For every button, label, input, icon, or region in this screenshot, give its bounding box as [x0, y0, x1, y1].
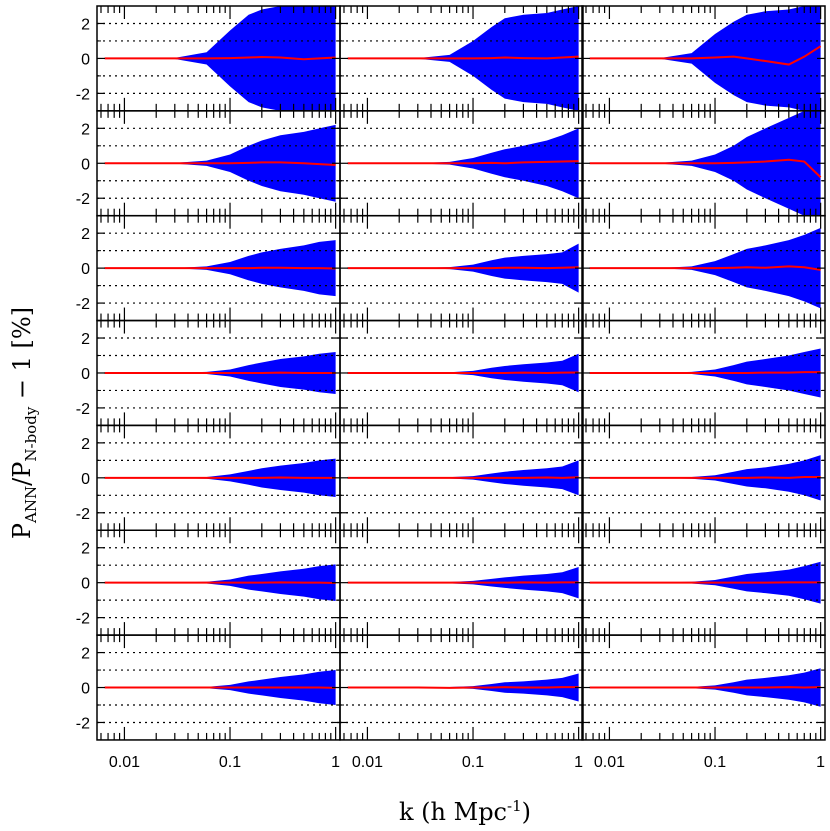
panel-r0-c0 [96, 5, 341, 112]
panel-plot-area [97, 337, 340, 409]
x-tick-label: 1 [331, 754, 340, 771]
panel-r3-c2 [581, 319, 826, 427]
panel-r4-c0 [96, 424, 341, 531]
panel-plot-area [97, 547, 340, 619]
panel-grid [96, 5, 826, 741]
y-tick-label: 0 [81, 156, 90, 173]
panel-r6-c0 [96, 634, 341, 741]
ratio-line [589, 475, 821, 479]
y-tick-label: -2 [76, 506, 90, 523]
ratio-line [347, 476, 579, 479]
x-tick-label: 0.01 [594, 754, 625, 771]
panel-plot-area [582, 110, 825, 216]
panel-plot-area [340, 127, 583, 199]
panel-r6-c1 [339, 634, 584, 741]
ratio-line [104, 266, 336, 270]
x-axis-title: k (h Mpc-1) [399, 797, 531, 826]
x-tick-label: 0.01 [109, 754, 140, 771]
panel-r1-c2 [581, 110, 826, 217]
y-tick-label: -2 [76, 191, 90, 208]
panel-r2-c0 [96, 214, 341, 322]
panel-plot-area [340, 232, 583, 304]
y-tick-label: 2 [81, 331, 90, 348]
panel-frame [581, 634, 826, 741]
ratio-line [589, 158, 822, 178]
panel-plot-area [582, 6, 825, 111]
panel-plot-area [97, 6, 340, 111]
y-tick-label: 2 [81, 541, 90, 558]
ratio-line [104, 161, 336, 167]
panel-plot-area [582, 442, 825, 514]
panel-r3-c1 [339, 319, 584, 427]
x-tick-label: 1 [816, 754, 825, 771]
ratio-line [104, 56, 336, 61]
y-tick-label: 2 [81, 646, 90, 663]
ratio-line [589, 371, 821, 374]
panel-plot-area [97, 442, 340, 514]
ratio-line [347, 160, 579, 165]
x-tick-label: 0.1 [704, 754, 726, 771]
panel-r5-c0 [96, 529, 341, 636]
panel-r5-c2 [581, 529, 826, 636]
ratio-line [347, 55, 579, 60]
panel-r2-c1 [339, 214, 584, 322]
ratio-line [347, 686, 579, 689]
panel-plot-area [340, 651, 583, 724]
panel-plot-area [97, 651, 340, 724]
y-tick-label: -2 [76, 715, 90, 732]
panel-r4-c2 [581, 424, 826, 531]
panel-r1-c1 [339, 110, 584, 217]
y-tick-label: 2 [81, 16, 90, 33]
ratio-line [347, 371, 579, 374]
x-tick-label: 0.1 [462, 754, 484, 771]
panel-plot-area [340, 6, 583, 111]
y-tick-label: -2 [76, 401, 90, 418]
panel-r6-c2 [581, 634, 826, 741]
tick-labels: 2 0 -2 2 0 -2 2 0 -2 2 0 -2 2 0 -2 2 0 -2 2 0 -2 0.01 0.1 1 0.01… [76, 16, 825, 770]
panel-plot-area [340, 442, 583, 514]
y-tick-label: 0 [81, 261, 90, 278]
x-tick-label: 0.01 [352, 754, 383, 771]
panel-plot-area [582, 651, 825, 724]
y-tick-label: 0 [81, 366, 90, 383]
y-tick-label: 0 [81, 51, 90, 68]
y-tick-label: -2 [76, 86, 90, 103]
y-tick-label: 2 [81, 121, 90, 138]
y-tick-label: 0 [81, 681, 90, 698]
panel-plot-area [582, 227, 825, 309]
panel-plot-area [97, 232, 340, 304]
panel-r4-c1 [339, 424, 584, 531]
ratio-line [347, 266, 579, 270]
x-tick-label: 1 [574, 754, 583, 771]
ratio-line [104, 581, 336, 585]
panel-r0-c1 [339, 5, 584, 112]
panel-plot-area [340, 337, 583, 409]
panel-plot-area [582, 337, 825, 409]
panel-plot-area [97, 124, 340, 202]
y-tick-label: -2 [76, 296, 90, 313]
y-axis-title: PANN/PN-body − 1 [%] [8, 307, 40, 539]
panel-r2-c2 [581, 214, 826, 322]
panel-r1-c0 [96, 110, 341, 217]
y-tick-label: 2 [81, 226, 90, 243]
ratio-line [589, 265, 821, 271]
y-tick-label: -2 [76, 611, 90, 628]
panel-r5-c1 [339, 529, 584, 636]
panel-plot-area [340, 547, 583, 619]
y-tick-label: 2 [81, 436, 90, 453]
panel-plot-area [582, 547, 825, 619]
panel-r0-c2 [581, 5, 826, 112]
y-tick-label: 0 [81, 471, 90, 488]
x-tick-label: 0.1 [219, 754, 241, 771]
ratio-line [589, 45, 822, 66]
panel-r3-c0 [96, 319, 341, 427]
y-tick-label: 0 [81, 576, 90, 593]
